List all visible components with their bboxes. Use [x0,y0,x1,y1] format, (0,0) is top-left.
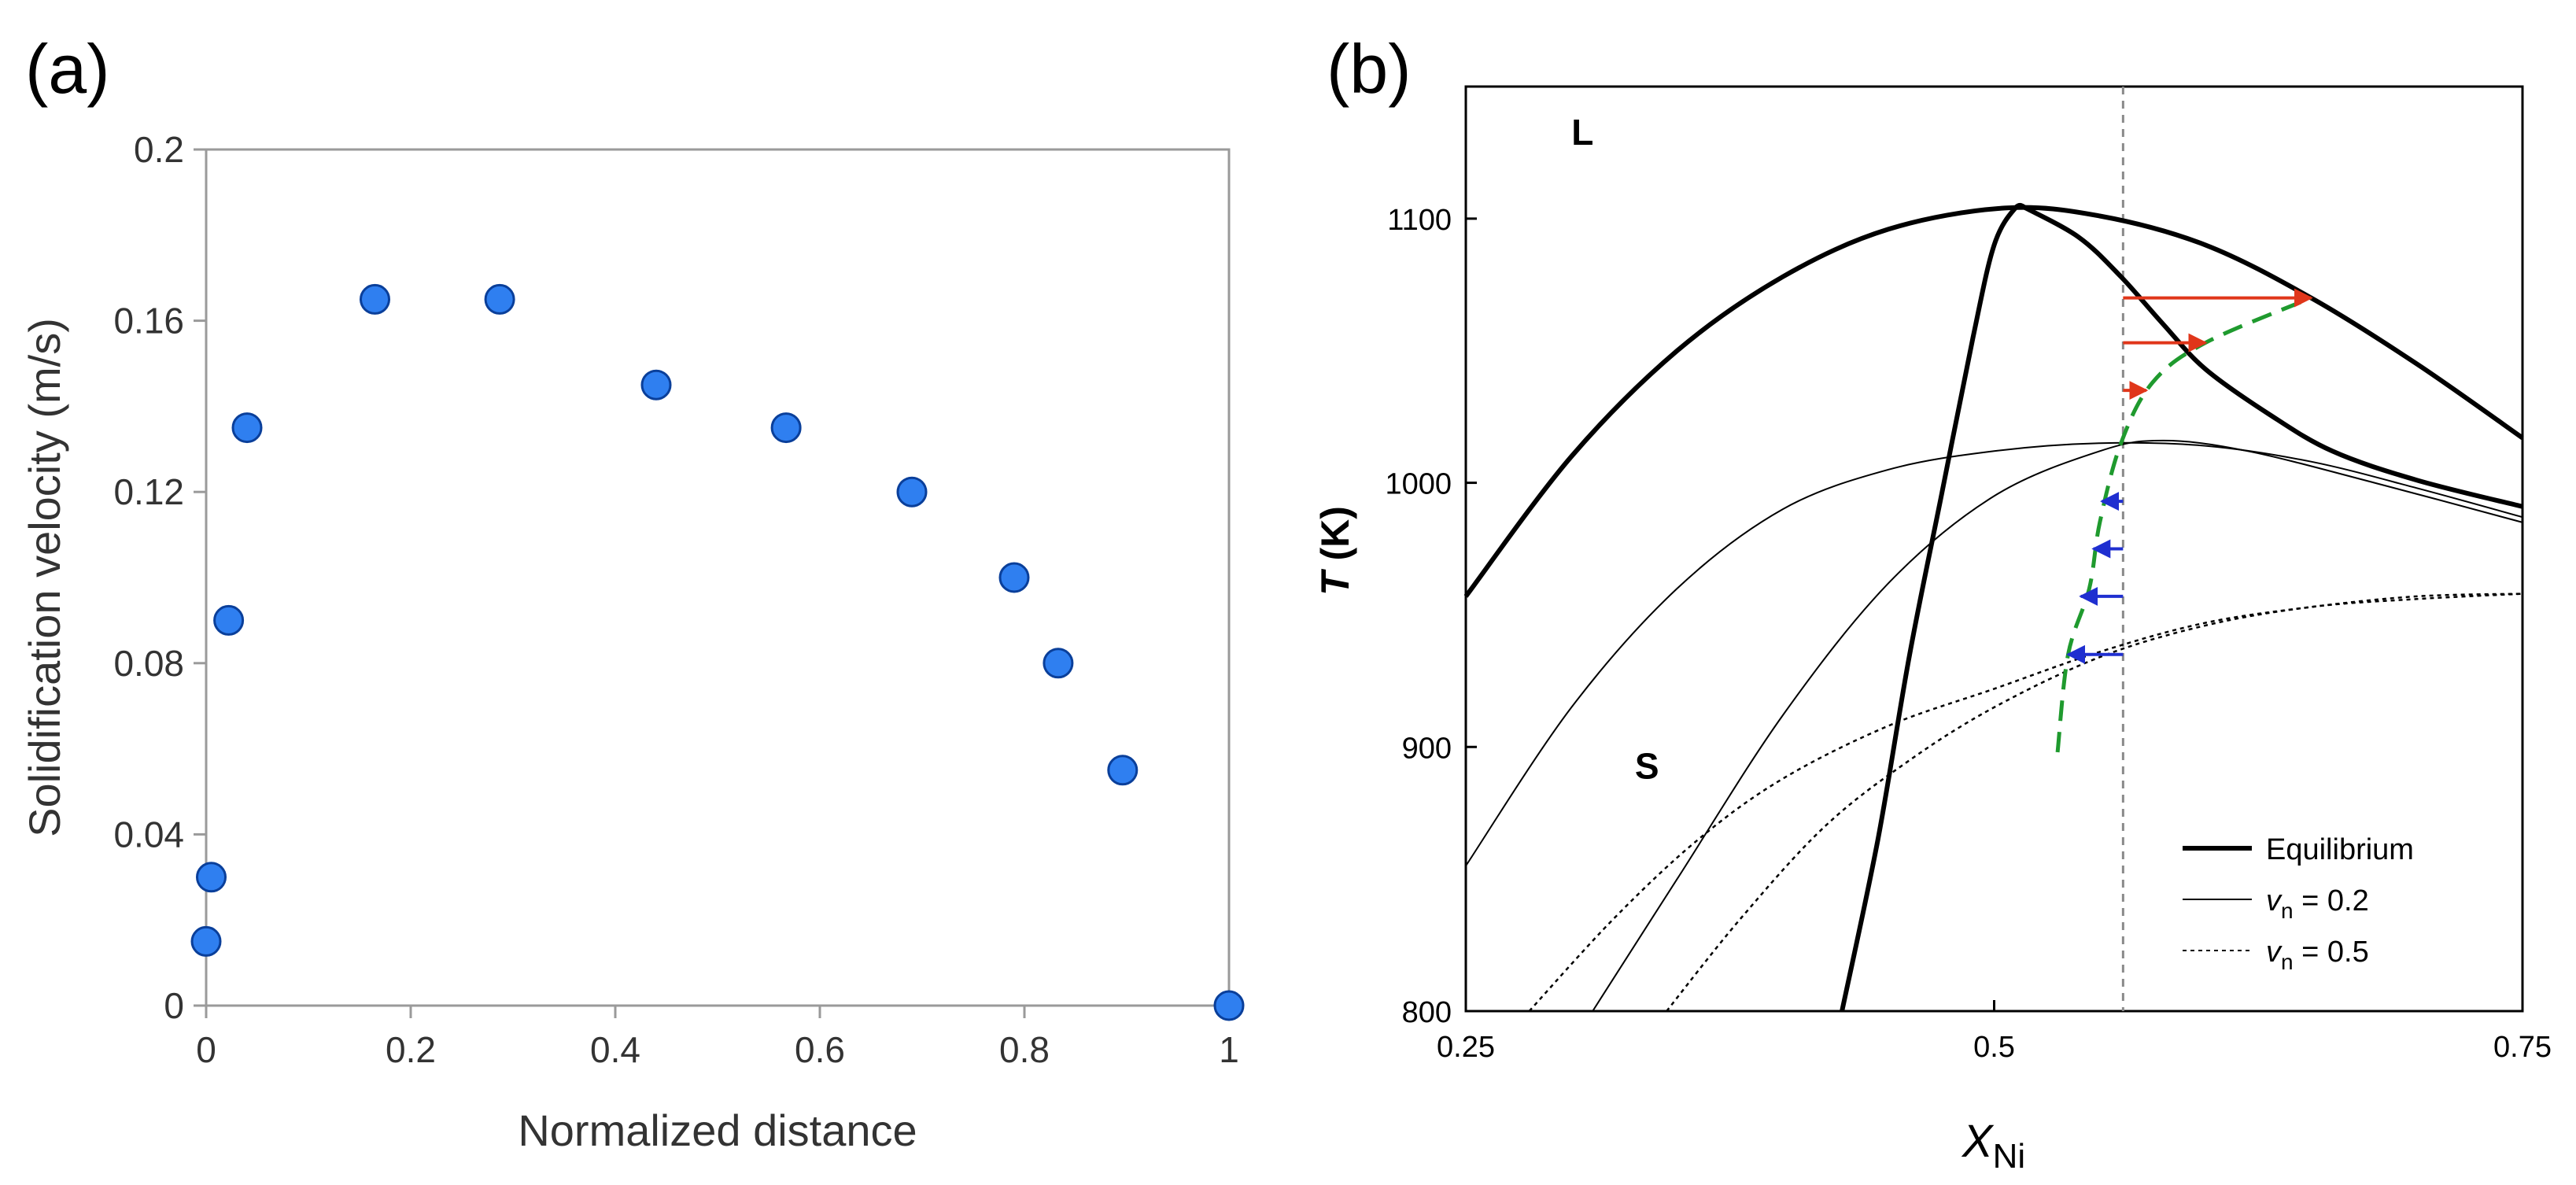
scatter-point [998,562,1030,593]
panel-a-y-ticks: 0 0.04 0.08 0.12 0.16 0.2 [113,129,206,1026]
y-tick-label: 900 [1402,732,1452,765]
panel-b-curves [1463,202,2524,1012]
legend-label-v02: vn = 0.2 [2266,884,2369,923]
panel-b-plot-frame [1464,85,2524,1013]
legend-label-v05: vn = 0.5 [2266,936,2369,974]
legend-v02-sub: n [2281,899,2294,923]
x-tick-label: 0.4 [590,1029,640,1070]
panel-a: (a) 00.040.080.120.160.2 0 0.2 0.4 0.6 0.8 1 … [20,30,1245,1155]
scatter-point [484,283,515,315]
y-tick-label: 0.2 [134,129,184,170]
legend-v05-value: = 0.5 [2294,936,2369,969]
x-tick-label: 0.8 [999,1029,1050,1070]
y-tick-label: 1000 [1385,468,1452,501]
legend-v02-value: = 0.2 [2294,884,2369,917]
panel-a-label: (a) [25,30,110,108]
x-tick-label: 0 [196,1029,216,1070]
y-tick-label: 0.08 [113,643,184,684]
curve-green-dash [2055,296,2312,753]
curve-v05 [1666,592,2523,1012]
curve-equilibrium [1463,205,2524,598]
x-tick-label: 1 [1219,1029,1239,1070]
y-tick-label: 0 [164,985,184,1026]
panel-a-x-axis-label: Normalized distance [518,1106,917,1155]
y-tick-label: 800 [1402,996,1452,1029]
panel-b-y-axis-label-rest: (K) [1313,506,1357,571]
y-tick-label: 0.12 [113,471,184,512]
y-tick-label: 0.04 [113,814,184,855]
scatter-point [196,862,227,893]
curve-equilibrium [1840,202,2027,1012]
scatter-point [1107,755,1139,786]
scatter-point [1043,648,1074,679]
curve-v05 [1528,592,2523,1012]
panel-a-y-axis-label: Solidification velocity (m/s) [20,318,69,837]
scatter-point [896,476,928,508]
panel-b-y-axis-label: T (K) [1313,506,1357,596]
panel-b-legend: Equilibrium vn = 0.2 vn = 0.5 [2183,833,2414,974]
x-tick-label: 0.75 [2493,1031,2552,1064]
curve-equilibrium [2024,205,2523,509]
legend-v02-var: v [2266,884,2283,917]
scatter-point [360,283,390,315]
panel-b-y-axis-label-italic: T [1313,568,1357,596]
x-tick-label: 0.2 [386,1029,436,1070]
panel-b-x-axis-label-sub: Ni [1993,1137,2026,1176]
curve-v02 [1592,439,2523,1012]
panel-b-x-axis-label-main: X [1961,1116,1995,1167]
region-label: L [1571,112,1593,153]
scatter-point [190,925,222,957]
legend-v05-var: v [2266,936,2283,969]
panel-a-plot-frame [205,148,1231,1007]
legend-v05-sub: n [2281,950,2294,974]
panel-b-x-ticks: 0.25 0.5 0.75 [1437,1000,2552,1064]
panel-b-arrows [2066,288,2313,664]
legend-label-equilibrium: Equilibrium [2266,833,2414,866]
panel-b-label: (b) [1327,30,1412,108]
panel-a-data-points [190,283,1245,1021]
panel-b-y-ticks: 800 900 1000 1100 [1385,204,1477,1029]
region-label: S [1635,746,1659,787]
curve-v02 [1465,441,2523,866]
x-tick-label: 0.6 [795,1029,845,1070]
scatter-point [770,412,802,444]
panel-b-x-axis-label: XNi [1961,1116,2025,1176]
scatter-point [213,604,245,636]
x-tick-label: 0.25 [1437,1031,1495,1064]
scatter-point [231,412,263,444]
x-tick-label: 0.5 [1973,1031,2015,1064]
panel-b-region-labels: LS [1571,112,1659,787]
scatter-point [640,369,672,401]
panel-a-x-ticks: 0 0.2 0.4 0.6 0.8 1 [196,1006,1239,1070]
y-tick-label: 0.16 [113,301,184,341]
scatter-point [1213,990,1245,1021]
y-tick-label: 1100 [1387,204,1452,237]
